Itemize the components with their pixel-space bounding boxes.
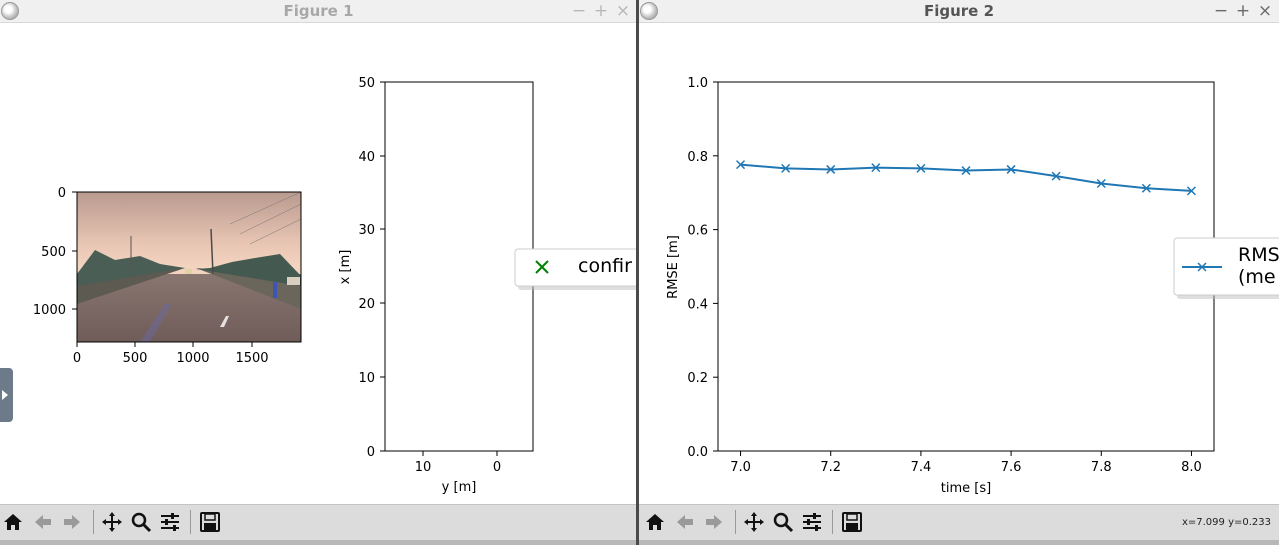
maximize-button[interactable]: +: [1235, 1, 1251, 21]
rmse-y-tick-label: 0.8: [687, 150, 708, 165]
tracking-y-tick-label: 20: [358, 297, 375, 312]
rmse-x-tick-label: 7.2: [820, 460, 841, 475]
forward-icon[interactable]: [701, 509, 727, 535]
legend-label-confirmed: confir: [578, 255, 632, 277]
rmse-point-marker: [1186, 186, 1196, 196]
legend-x-marker-icon: [1197, 262, 1207, 272]
tracking-x-tick-label: 0: [493, 460, 501, 475]
image-y-tick-label: 1000: [33, 303, 66, 318]
configure-subplots-icon[interactable]: [157, 509, 183, 535]
image-x-ticks: 0 500 1000 1500: [73, 342, 269, 366]
image-x-tick-label: 0: [73, 351, 81, 366]
back-icon[interactable]: [30, 509, 56, 535]
tracking-x-axis-label: y [m]: [442, 480, 477, 495]
figure-1-titlebar[interactable]: Figure 1 − + ×: [0, 0, 637, 23]
rmse-y-tick-label: 0.4: [687, 297, 708, 312]
x-marker-icon: [535, 260, 549, 274]
image-x-tick-label: 1000: [176, 351, 209, 366]
save-icon[interactable]: [839, 509, 865, 535]
rmse-point-marker: [871, 163, 881, 173]
image-y-tick-label: 500: [41, 245, 66, 260]
rmse-point-marker: [781, 163, 791, 173]
image-y-tick-label: 0: [58, 186, 66, 201]
tracking-y-tick-label: 10: [358, 371, 375, 386]
tracking-axes: 0 10 20 30 40 50 10 0 y [m] x [m]: [338, 76, 534, 495]
zoom-icon[interactable]: [128, 509, 154, 535]
figure-2-toolbar: x=7.099 y=0.233: [639, 504, 1279, 540]
image-x-tick-label: 500: [123, 351, 148, 366]
rmse-y-axis-label: RMSE [m]: [666, 235, 681, 299]
image-y-ticks: 0 500 1000: [33, 186, 77, 318]
zoom-icon[interactable]: [770, 509, 796, 535]
figure-2-titlebar[interactable]: Figure 2 − + ×: [639, 0, 1279, 23]
legend-label-line2: (me: [1238, 266, 1276, 288]
rmse-y-tick-label: 0.2: [687, 371, 708, 386]
rmse-y-tick-label: 1.0: [687, 76, 708, 91]
close-button[interactable]: ×: [615, 1, 631, 21]
rmse-series: [736, 160, 1196, 196]
rmse-axes: time [s] RMSE [m]: [666, 81, 1215, 496]
back-icon[interactable]: [672, 509, 698, 535]
side-panel-handle[interactable]: [0, 368, 13, 422]
figure-2-title: Figure 2: [923, 2, 995, 20]
rmse-y-tick-label: 0.0: [687, 445, 708, 460]
rmse-point-marker: [961, 166, 971, 176]
rmse-x-tick-label: 7.8: [1091, 460, 1112, 475]
rmse-x-tick-label: 7.6: [1001, 460, 1022, 475]
rmse-point-marker: [1051, 171, 1061, 181]
tracking-y-axis-label: x [m]: [338, 250, 353, 285]
minimize-button[interactable]: −: [1213, 1, 1229, 21]
rmse-point-marker: [736, 160, 746, 170]
rmse-point-marker: [1141, 183, 1151, 193]
save-icon[interactable]: [197, 509, 223, 535]
figure-1-legend: confir: [514, 248, 637, 290]
figure-2-legend: RMS (me: [1173, 237, 1279, 299]
matplotlib-app-icon: [1, 2, 19, 20]
figure-2-window: Figure 2 − + × time [s] RMSE [m] 7.0 7.2 7…: [639, 0, 1279, 545]
camera-image-axes: 0 500 1000 0 500 1000 1500: [33, 186, 302, 366]
figure-1-toolbar: [0, 504, 637, 540]
rmse-point-marker: [1006, 164, 1016, 174]
rmse-x-axis-label: time [s]: [941, 481, 991, 496]
cursor-coordinate-readout: x=7.099 y=0.233: [1181, 517, 1271, 528]
tracking-x-ticks: 10 0: [415, 451, 501, 475]
image-x-tick-label: 1500: [235, 351, 268, 366]
rmse-ticks: 7.0 7.2 7.4 7.6 7.8 8.0 0.0 0.2 0.4 0.6 0.8 1.0: [687, 76, 1201, 475]
tracking-y-ticks: 0 10 20 30 40 50: [358, 76, 385, 460]
tracking-x-tick-label: 10: [415, 460, 432, 475]
rmse-point-marker: [1096, 178, 1106, 189]
rmse-x-tick-label: 8.0: [1181, 460, 1202, 475]
forward-icon[interactable]: [59, 509, 85, 535]
figure-1-canvas[interactable]: 0 500 1000 0 500 1000 1500: [0, 24, 637, 504]
home-icon[interactable]: [642, 509, 668, 535]
maximize-button[interactable]: +: [593, 1, 609, 21]
rmse-x-tick-label: 7.0: [730, 460, 751, 475]
pan-icon[interactable]: [99, 509, 125, 535]
rmse-x-tick-label: 7.4: [911, 460, 932, 475]
close-button[interactable]: ×: [1257, 1, 1273, 21]
matplotlib-app-icon: [640, 2, 658, 20]
figure-1-window: Figure 1 − + ×: [0, 0, 637, 545]
figure-1-title: Figure 1: [283, 2, 354, 20]
tracking-y-tick-label: 40: [358, 150, 375, 165]
tracking-y-tick-label: 30: [358, 223, 375, 238]
figure-2-canvas[interactable]: time [s] RMSE [m] 7.0 7.2 7.4 7.6 7.8 8.0 0.0 0…: [639, 24, 1279, 504]
tracking-y-tick-label: 50: [358, 76, 375, 91]
rmse-y-tick-label: 0.6: [687, 224, 708, 239]
pan-icon[interactable]: [741, 509, 767, 535]
legend-label-line1: RMS: [1238, 244, 1279, 266]
home-icon[interactable]: [0, 509, 26, 535]
tracking-y-tick-label: 0: [367, 445, 375, 460]
minimize-button[interactable]: −: [571, 1, 587, 21]
rmse-point-marker: [916, 163, 926, 173]
configure-subplots-icon[interactable]: [799, 509, 825, 535]
rmse-point-marker: [826, 164, 836, 174]
road-camera-image: [77, 191, 302, 342]
